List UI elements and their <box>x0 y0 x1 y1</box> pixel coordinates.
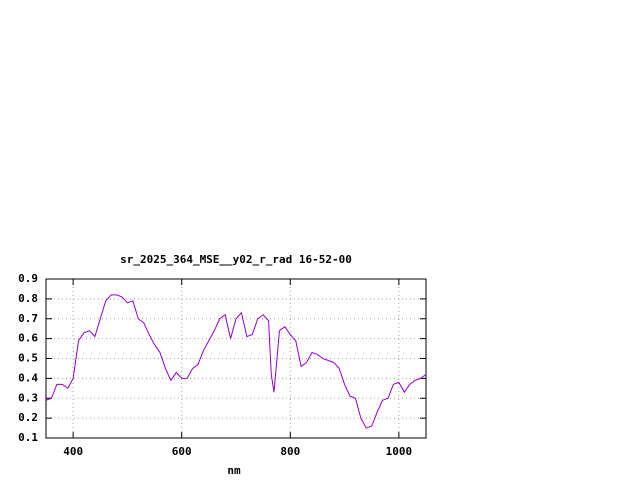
y-tick-label: 0.7 <box>18 312 38 325</box>
y-tick-label: 0.3 <box>18 391 38 404</box>
x-tick-label: 400 <box>63 445 83 458</box>
y-tick-label: 0.4 <box>18 371 38 384</box>
y-tick-label: 0.8 <box>18 292 38 305</box>
x-axis-label: nm <box>227 464 241 477</box>
y-tick-label: 0.9 <box>18 272 38 285</box>
y-tick-label: 0.6 <box>18 332 38 345</box>
data-line <box>45 294 427 429</box>
chart-title: sr_2025_364_MSE__y02_r_rad 16-52-00 <box>120 253 352 266</box>
x-tick-label: 1000 <box>386 445 413 458</box>
y-tick-label: 0.5 <box>18 352 38 365</box>
plot-border <box>45 278 427 439</box>
y-tick-label: 0.1 <box>18 431 38 444</box>
x-tick-label: 800 <box>280 445 300 458</box>
x-tick-label: 600 <box>172 445 192 458</box>
y-tick-label: 0.2 <box>18 411 38 424</box>
